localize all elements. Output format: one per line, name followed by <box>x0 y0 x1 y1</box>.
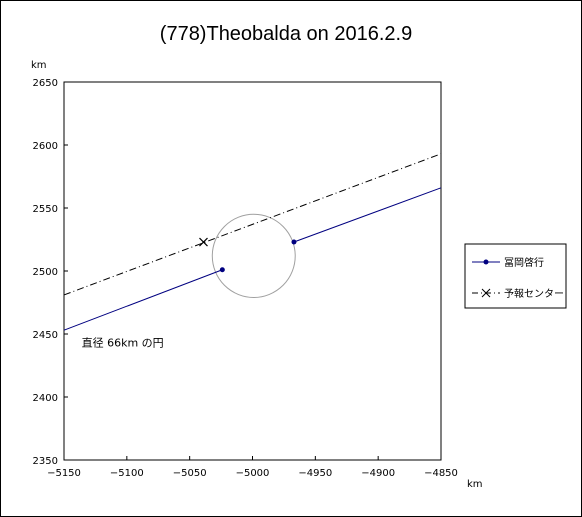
y-tick-label: 2500 <box>33 267 58 278</box>
legend-label-series-1: 冨岡啓行 <box>504 256 544 269</box>
y-tick-label: 2400 <box>33 393 58 404</box>
y-axis-unit: km <box>31 60 47 71</box>
circle-annotation: 直径 66km の円 <box>82 336 164 350</box>
y-tick-label: 2550 <box>33 204 58 215</box>
x-tick-label: −5150 <box>47 468 81 479</box>
y-tick-label: 2350 <box>33 456 58 467</box>
legend: 冨岡啓行 予報センター <box>464 243 567 309</box>
legend-label-series-2: 予報センター <box>504 288 564 300</box>
diameter-circle <box>211 213 296 298</box>
series-1-line <box>293 187 442 243</box>
x-axis-ticks: −5150 −5100 −5050 −5000 −4950 −4900 −4850 <box>47 456 458 479</box>
y-tick-label: 2650 <box>33 78 58 89</box>
x-tick-label: −4900 <box>361 468 395 479</box>
x-axis-unit: km <box>467 479 483 490</box>
y-tick-label: 2450 <box>33 330 58 341</box>
series-1-point <box>291 239 297 245</box>
x-tick-label: −5050 <box>173 468 207 479</box>
x-tick-label: −4850 <box>424 468 458 479</box>
y-axis-ticks: 2350 2400 2450 2500 2550 2600 2650 <box>33 78 68 467</box>
x-tick-label: −5000 <box>236 468 270 479</box>
y-tick-label: 2600 <box>33 141 58 152</box>
series-1-line <box>63 269 223 331</box>
legend-box <box>464 243 567 309</box>
series-2-line <box>63 153 442 296</box>
plot-area <box>63 81 442 461</box>
legend-marker-series-2 <box>481 288 491 298</box>
series-2-point <box>199 237 208 247</box>
plot-content <box>63 153 442 331</box>
x-tick-label: −4950 <box>298 468 332 479</box>
x-tick-label: −5100 <box>110 468 144 479</box>
chart-title: (778)Theobalda on 2016.2.9 <box>160 23 412 45</box>
legend-marker-series-1 <box>483 259 489 265</box>
series-1-point <box>219 267 225 273</box>
